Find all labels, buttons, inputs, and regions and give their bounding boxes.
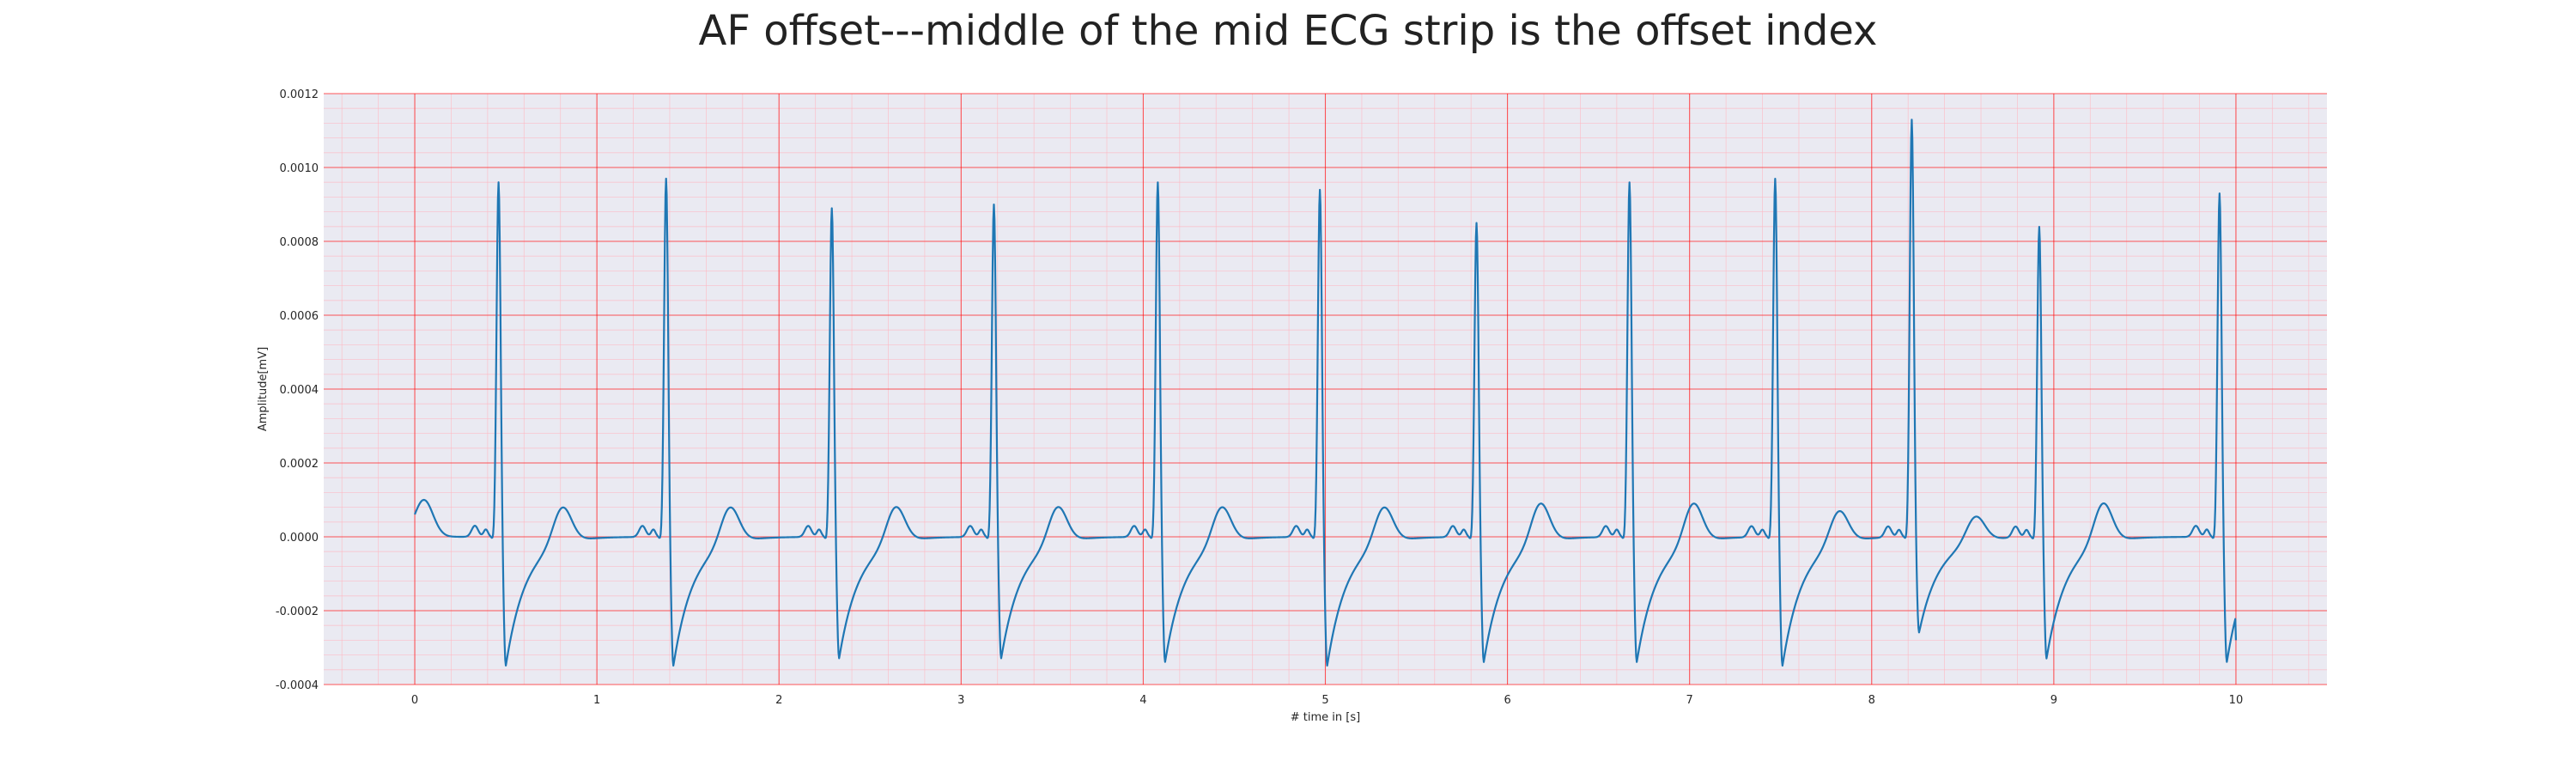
x-tick-label: 5 <box>1321 694 1328 707</box>
x-axis-label: # time in [s] <box>1291 711 1360 724</box>
y-tick-label: 0.0008 <box>280 236 319 249</box>
y-axis-label: Amplitude[mV] <box>257 347 270 431</box>
y-tick-label: 0.0010 <box>280 162 319 175</box>
x-tick-label: 1 <box>593 694 600 707</box>
ecg-signal-line <box>414 119 2238 667</box>
x-tick-label: 9 <box>2050 694 2057 707</box>
x-tick-label: 6 <box>1504 694 1510 707</box>
x-tick-label: 10 <box>2229 694 2244 707</box>
x-tick-label: 3 <box>957 694 964 707</box>
y-tick-label: 0.0002 <box>280 458 319 471</box>
x-tick-label: 4 <box>1139 694 1146 707</box>
x-tick-label: 0 <box>411 694 418 707</box>
y-tick-label: 0.0004 <box>280 384 319 397</box>
chart-title: AF offset---middle of the mid ECG strip … <box>698 7 1878 55</box>
x-tick-label: 8 <box>1868 694 1875 707</box>
y-tick-labels: -0.0004 -0.0002 0.0000 0.0002 0.0004 0.0006 0.… <box>276 88 319 692</box>
series-layer <box>414 119 2238 667</box>
y-tick-label: 0.0006 <box>280 310 319 323</box>
y-tick-label: 0.0000 <box>280 532 319 545</box>
x-tick-label: 2 <box>775 694 782 707</box>
y-tick-label: -0.0004 <box>276 679 319 692</box>
x-tick-labels: 0 1 2 3 4 5 6 7 8 9 10 <box>411 694 2243 707</box>
y-tick-label: -0.0002 <box>276 606 319 618</box>
y-tick-label: 0.0012 <box>280 88 319 101</box>
x-tick-label: 7 <box>1686 694 1693 707</box>
